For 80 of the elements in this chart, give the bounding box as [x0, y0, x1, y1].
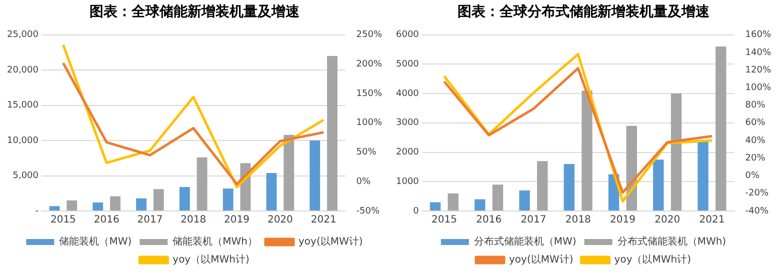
bar — [327, 56, 338, 210]
legend-label: yoy(以MW计) — [298, 236, 363, 248]
bar — [537, 161, 548, 210]
y-tick-label: 20,000 — [6, 65, 39, 76]
y2-tick-label: 150% — [356, 88, 382, 99]
y-tick-label: 10,000 — [6, 136, 39, 146]
x-tick-label: 2021 — [699, 214, 725, 226]
y2-tick-label: 200% — [356, 60, 382, 70]
y-tick-label: 4000 — [396, 88, 420, 99]
y2-tick-label: 250% — [356, 30, 382, 40]
x-tick-label: 2016 — [94, 214, 120, 226]
bar — [153, 189, 164, 210]
legend-label: yoy（以MWh计) — [172, 254, 250, 266]
bar — [564, 164, 575, 210]
bar — [222, 188, 234, 210]
bar — [49, 206, 60, 210]
x-tick-label: 2020 — [654, 214, 680, 226]
bar — [492, 184, 504, 210]
bar — [582, 90, 592, 210]
legend-label: 分布式储能装机（MW) — [474, 236, 576, 248]
chart-title: 图表：全球储能新增装机量及增速 — [90, 3, 300, 20]
bar — [716, 46, 726, 210]
y2-tick-label: 50% — [356, 148, 377, 158]
y-tick-label: 25,000 — [6, 30, 39, 40]
y2-tick-label: 160% — [745, 30, 772, 40]
bar — [519, 190, 530, 210]
bar — [310, 140, 320, 210]
legend-label: 储能装机（MWh） — [172, 236, 258, 248]
legend-label: yoy（以MWh计) — [614, 254, 692, 266]
y2-tick-label: 120% — [745, 65, 772, 76]
bar — [698, 140, 708, 210]
bar — [92, 202, 104, 210]
y-tick-label: 0 — [413, 206, 420, 216]
bar — [266, 172, 277, 210]
bar — [448, 193, 458, 210]
y-tick-label: 3000 — [396, 118, 420, 128]
x-tick-label: 2018 — [565, 214, 591, 226]
y2-tick-label: 80% — [745, 100, 766, 111]
bar — [284, 134, 294, 210]
y2-tick-label: 20% — [745, 153, 766, 164]
y2-tick-label: 0% — [745, 171, 760, 182]
x-tick-label: 2019 — [610, 214, 636, 226]
x-tick-label: 2021 — [310, 214, 336, 226]
y2-tick-label: 140% — [745, 48, 772, 58]
x-tick-label: 2017 — [520, 214, 546, 226]
legend-label: 分布式储能装机（MWh) — [617, 236, 726, 248]
x-tick-label: 2020 — [267, 214, 293, 226]
y-tick-label: 15,000 — [6, 100, 39, 111]
x-tick-label: 2019 — [224, 214, 250, 226]
x-tick-label: 2018 — [180, 214, 206, 226]
bar — [66, 200, 78, 210]
y-tick-label: 5,000 — [12, 171, 39, 182]
y-tick-label: 1000 — [396, 176, 420, 187]
bar — [430, 202, 441, 210]
y2-tick-label: -50% — [356, 206, 380, 216]
y2-tick-label: 0% — [356, 176, 371, 187]
bar — [110, 196, 120, 210]
x-tick-label: 2017 — [137, 214, 163, 226]
y2-tick-label: 100% — [356, 118, 382, 128]
y-tick-label: 6000 — [396, 30, 420, 40]
y2-tick-label: -20% — [745, 188, 769, 199]
x-tick-label: 2015 — [431, 214, 457, 226]
bar — [179, 187, 190, 210]
y2-tick-label: 40% — [745, 136, 766, 146]
legend-label: 储能装机（MW) — [59, 236, 132, 248]
y-tick-label: - — [35, 206, 38, 216]
y-tick-label: 2000 — [396, 148, 420, 158]
legend-label: yoy(以MW计) — [509, 254, 574, 266]
chart-title: 图表：全球分布式储能新增装机量及增速 — [458, 3, 710, 20]
y2-tick-label: 100% — [745, 83, 772, 94]
bar — [196, 157, 208, 210]
bar — [670, 94, 682, 210]
y2-tick-label: -40% — [745, 206, 769, 216]
y-tick-label: 5000 — [396, 60, 420, 70]
bar — [474, 199, 486, 210]
bar — [653, 160, 664, 210]
x-tick-label: 2016 — [476, 214, 502, 226]
y2-tick-label: 60% — [745, 118, 766, 128]
x-tick-label: 2015 — [50, 214, 76, 226]
bar — [136, 198, 147, 210]
